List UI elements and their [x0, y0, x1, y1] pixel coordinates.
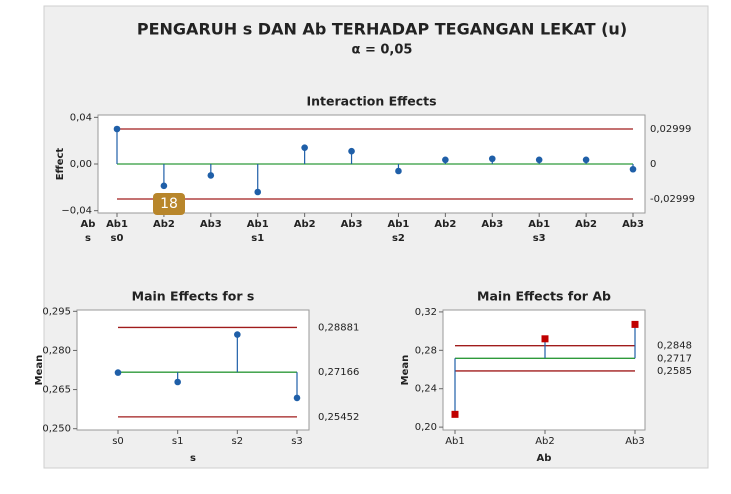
chart-title: Main Effects for Ab — [477, 289, 611, 304]
y-tick-label: 0,00 — [70, 159, 92, 170]
point — [631, 320, 639, 328]
point — [442, 156, 449, 164]
y-tick-label: 0,04 — [70, 112, 92, 123]
reference-label: 0 — [650, 159, 656, 170]
point — [535, 156, 543, 164]
y-tick-label: 0,32 — [415, 307, 437, 318]
x-tick-label: Ab1 — [445, 436, 465, 447]
badge-label: 18 — [160, 196, 178, 212]
point — [451, 410, 459, 418]
group-label: s3 — [533, 233, 546, 244]
point — [582, 156, 590, 164]
x-tick-label: Ab1 — [528, 219, 550, 230]
x-tick-label: Ab3 — [200, 219, 222, 230]
point — [301, 144, 308, 151]
x-tick-label: Ab3 — [622, 219, 644, 230]
chart-title: Main Effects for s — [132, 289, 255, 304]
category-axis-label: s — [85, 233, 91, 244]
point — [207, 172, 215, 179]
y-tick-label: 0,20 — [415, 422, 437, 433]
x-axis-label: s — [190, 453, 196, 464]
reference-label: 0,2585 — [657, 366, 692, 377]
x-tick-label: s3 — [291, 436, 303, 447]
y-axis-label: Effect — [55, 148, 66, 181]
y-tick-label: 0,28 — [415, 345, 437, 356]
reference-label: 0,25452 — [318, 412, 359, 423]
point — [488, 155, 496, 163]
chart-title: Interaction Effects — [306, 94, 436, 109]
y-tick-label: 0,280 — [42, 345, 71, 356]
point — [114, 369, 122, 376]
x-tick-label: Ab2 — [535, 436, 555, 447]
y-axis-label: Mean — [34, 355, 45, 386]
group-label: s0 — [111, 233, 124, 244]
point — [254, 188, 262, 196]
x-tick-label: Ab3 — [341, 219, 363, 230]
reference-label: 0,27166 — [318, 367, 359, 378]
x-tick-label: Ab1 — [106, 219, 128, 230]
x-tick-label: s2 — [232, 436, 244, 447]
page-title: PENGARUH s DAN Ab TERHADAP TEGANGAN LEKA… — [137, 20, 627, 39]
y-tick-label: 0,24 — [415, 384, 437, 395]
reference-label: 0,2717 — [657, 353, 692, 364]
reference-label: 0,02999 — [650, 124, 691, 135]
reference-label: 0,28881 — [318, 322, 359, 333]
x-axis-label: Ab — [537, 453, 552, 464]
plot-area — [76, 309, 310, 431]
point — [395, 167, 402, 175]
point — [174, 378, 181, 386]
page-subtitle: α = 0,05 — [352, 43, 413, 58]
y-tick-label: 0,295 — [42, 306, 71, 317]
category-axis-label: Ab — [81, 219, 96, 230]
x-tick-label: Ab3 — [625, 436, 645, 447]
x-tick-label: Ab1 — [388, 219, 410, 230]
y-tick-label: 0,265 — [42, 385, 71, 396]
y-tick-label: −0,04 — [61, 206, 92, 217]
point — [160, 182, 168, 190]
point — [293, 394, 301, 402]
x-tick-label: Ab2 — [434, 219, 456, 230]
point — [629, 165, 637, 173]
point — [348, 147, 355, 155]
reference-label: -0,02999 — [650, 194, 695, 205]
group-label: s1 — [251, 233, 264, 244]
y-axis-label: Mean — [400, 355, 411, 386]
x-tick-label: Ab2 — [294, 219, 316, 230]
reference-label: 0,2848 — [657, 341, 692, 352]
x-tick-label: s0 — [112, 436, 124, 447]
x-tick-label: s1 — [172, 436, 184, 447]
x-tick-label: Ab2 — [153, 219, 175, 230]
x-tick-label: Ab1 — [247, 219, 269, 230]
plot-area — [442, 309, 646, 431]
point — [541, 335, 549, 343]
group-label: s2 — [392, 233, 405, 244]
x-tick-label: Ab3 — [481, 219, 503, 230]
x-tick-label: Ab2 — [575, 219, 597, 230]
badge — [153, 193, 185, 215]
y-tick-label: 0,250 — [42, 424, 71, 435]
point — [234, 331, 241, 338]
point — [113, 125, 121, 133]
